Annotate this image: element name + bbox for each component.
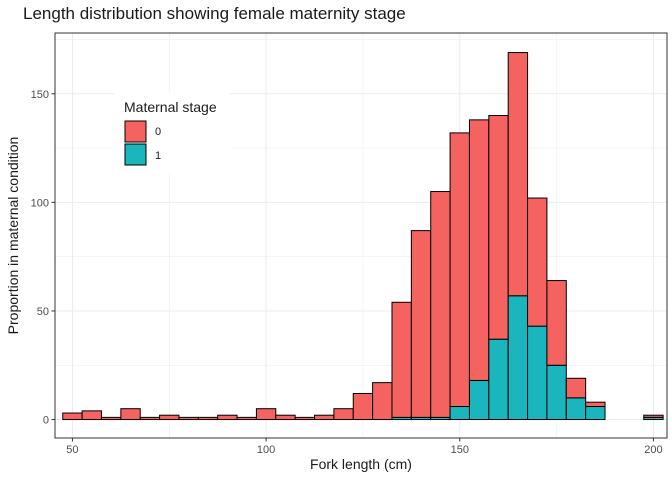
bar-stage-0 [372, 382, 393, 421]
bar-stage-1 [449, 406, 470, 421]
legend-key-1 [124, 143, 147, 166]
bar-stage-0 [527, 197, 548, 327]
bar-stage-0 [62, 412, 83, 421]
bar-stage-0 [546, 280, 567, 366]
bar-stage-0 [255, 408, 277, 421]
bar-stage-0 [565, 377, 587, 399]
bar-stage-1 [468, 379, 490, 421]
x-tick-label: 200 [644, 444, 662, 456]
bar-stage-0 [643, 414, 664, 418]
bar-stage-0 [585, 401, 606, 408]
bar-stage-0 [139, 416, 161, 421]
bar-stage-0 [333, 408, 354, 421]
bar-stage-0 [197, 416, 219, 421]
bar-stage-0 [178, 416, 199, 421]
y-tick-label: 0 [43, 415, 49, 427]
plot-border [54, 32, 668, 439]
y-tick-label: 100 [31, 197, 49, 209]
y-tick-label: 50 [37, 306, 49, 318]
bar-stage-0 [410, 230, 432, 418]
bar-stage-0 [236, 416, 257, 421]
bar-stage-0 [488, 115, 509, 340]
bar-stage-1 [488, 338, 509, 421]
bar-stage-0 [81, 410, 102, 421]
bar-stage-0 [217, 414, 238, 421]
legend-key-0 [124, 120, 147, 143]
bar-stage-0 [275, 414, 296, 421]
bar-stage-0 [391, 301, 412, 418]
bar-stage-0 [468, 119, 490, 381]
bar-stage-0 [352, 392, 374, 421]
bars-layer [62, 52, 664, 421]
bar-stage-0 [449, 132, 470, 408]
bar-stage-0 [507, 52, 529, 297]
bar-stage-1 [527, 325, 548, 421]
x-tick-label: 150 [451, 444, 469, 456]
chart-title: Length distribution showing female mater… [23, 4, 406, 23]
bar-stage-1 [546, 364, 567, 421]
x-axis-title: Fork length (cm) [310, 456, 412, 472]
ticks-layer: 50 100 150 200 0 50 100 150 [31, 89, 663, 456]
legend: Maternal stage 0 1 [114, 93, 230, 173]
y-tick-label: 150 [31, 89, 49, 101]
bar-stage-1 [585, 406, 606, 421]
bar-stage-0 [100, 416, 122, 421]
y-axis-title: Proportion in maternal condition [5, 137, 21, 335]
x-tick-label: 100 [257, 444, 275, 456]
bar-stage-0 [120, 408, 141, 421]
legend-title: Maternal stage [124, 99, 217, 115]
bar-stage-0 [430, 191, 451, 418]
bar-stage-0 [294, 416, 316, 421]
bar-stage-1 [565, 397, 587, 421]
legend-label-0: 0 [155, 126, 161, 138]
bar-stage-1 [507, 295, 529, 421]
bar-stage-0 [159, 414, 180, 421]
bar-stage-0 [314, 414, 335, 421]
x-tick-label: 50 [66, 444, 78, 456]
legend-label-1: 1 [155, 150, 161, 162]
